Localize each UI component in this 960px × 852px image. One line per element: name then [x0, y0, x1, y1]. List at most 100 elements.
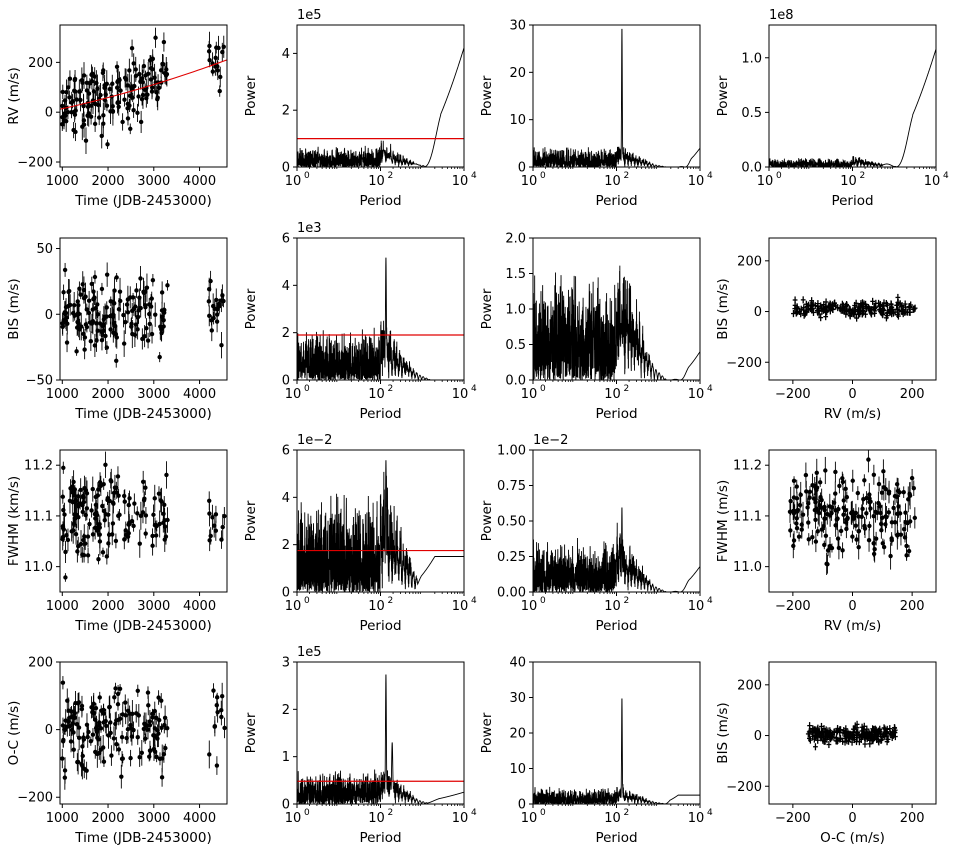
- y-axis-label: BIS (m/s): [715, 278, 731, 339]
- data-point: [210, 515, 215, 520]
- data-point: [904, 543, 909, 549]
- data-point: [791, 543, 796, 549]
- data-point: [152, 496, 157, 501]
- data-point: [95, 312, 101, 317]
- y-axis-label: BIS (m/s): [715, 702, 731, 763]
- data-point: [108, 109, 113, 114]
- x-tick-label: 10: [285, 811, 302, 826]
- data-point: [127, 520, 132, 525]
- y-tick-label: 20: [509, 727, 526, 742]
- data-point: [84, 324, 90, 330]
- data-point: [837, 483, 842, 489]
- data-point: [60, 756, 65, 761]
- data-point: [117, 686, 123, 692]
- data-point: [104, 81, 109, 87]
- x-tick-exponent: 2: [860, 171, 866, 181]
- data-point: [144, 723, 149, 728]
- data-point: [95, 86, 100, 91]
- data-point: [104, 272, 110, 277]
- y-offset-text: 1e5: [297, 645, 322, 660]
- data-point: [143, 531, 148, 536]
- data-point: [215, 68, 221, 73]
- data-point: [791, 511, 797, 516]
- data-point: [121, 493, 127, 499]
- data-point: [87, 521, 92, 527]
- data-point: [788, 498, 793, 504]
- data-point: [138, 513, 144, 518]
- y-tick-label: 50: [36, 242, 53, 257]
- data-point: [212, 724, 217, 729]
- chart-fwhm-window: 10 0 10 2 10 40.000.250.500.751.00PeriodPower…: [479, 433, 713, 634]
- x-tick-label: 0: [848, 599, 856, 614]
- data-point: [133, 67, 138, 72]
- data-point: [123, 319, 128, 325]
- data-point: [210, 303, 216, 309]
- data-point: [840, 476, 845, 481]
- data-point: [125, 708, 131, 713]
- x-tick-exponent: 4: [707, 171, 713, 181]
- data-point: [91, 289, 96, 294]
- y-axis-label: Power: [243, 712, 259, 753]
- plot-area: [60, 451, 227, 582]
- x-axis-label: Period: [595, 193, 637, 209]
- data-point: [791, 478, 797, 484]
- x-tick-exponent: 4: [471, 596, 477, 606]
- data-point: [814, 506, 819, 511]
- data-point: [126, 502, 131, 508]
- data-point: [111, 501, 116, 506]
- data-point: [145, 338, 151, 343]
- y-tick-label: 4: [282, 491, 290, 506]
- data-point: [156, 491, 162, 496]
- data-point: [61, 507, 66, 513]
- data-point: [853, 523, 859, 528]
- data-point: [79, 78, 85, 83]
- data-point: [124, 735, 129, 741]
- data-point: [68, 739, 74, 744]
- data-point: [119, 735, 125, 740]
- data-point: [102, 517, 107, 523]
- data-point: [62, 111, 67, 116]
- y-tick-label: 2: [282, 703, 290, 718]
- data-point: [79, 706, 85, 712]
- data-point: [67, 498, 73, 504]
- data-point: [128, 295, 133, 300]
- data-point: [136, 94, 141, 99]
- data-point: [791, 495, 797, 500]
- periodogram-line: [533, 28, 700, 167]
- data-point: [60, 723, 66, 728]
- data-point: [806, 537, 811, 542]
- x-tick-exponent: 4: [707, 384, 713, 394]
- y-axis-label: FWHM (km/s): [6, 476, 22, 566]
- data-point: [60, 114, 65, 120]
- data-point: [159, 499, 164, 504]
- x-tick-label: 2000: [91, 599, 124, 614]
- data-point: [95, 493, 101, 498]
- data-point: [120, 756, 125, 761]
- data-point: [215, 64, 220, 69]
- data-point: [164, 72, 170, 77]
- y-axis-label: Power: [243, 288, 259, 329]
- periodogram-line: [533, 507, 700, 592]
- data-point: [214, 763, 220, 768]
- plot-area: [297, 47, 464, 167]
- data-point: [78, 97, 83, 103]
- x-tick-label: 10: [452, 811, 469, 826]
- data-point: [137, 754, 142, 760]
- y-tick-label: 0: [282, 586, 290, 601]
- data-point: [64, 533, 69, 538]
- data-point: [814, 470, 819, 475]
- periodogram-line: [533, 265, 700, 380]
- x-axis-label: Time (JDB-2453000): [74, 406, 212, 422]
- data-point: [104, 723, 109, 729]
- x-tick-label: 4000: [183, 387, 216, 402]
- y-tick-label: −200: [726, 356, 762, 371]
- data-point: [815, 529, 820, 534]
- data-point: [101, 68, 106, 73]
- data-point: [89, 508, 94, 513]
- x-tick-label: 10: [604, 599, 621, 614]
- data-point: [128, 126, 133, 132]
- x-axis-label: Period: [359, 830, 401, 846]
- y-tick-label: 0.5: [505, 338, 526, 353]
